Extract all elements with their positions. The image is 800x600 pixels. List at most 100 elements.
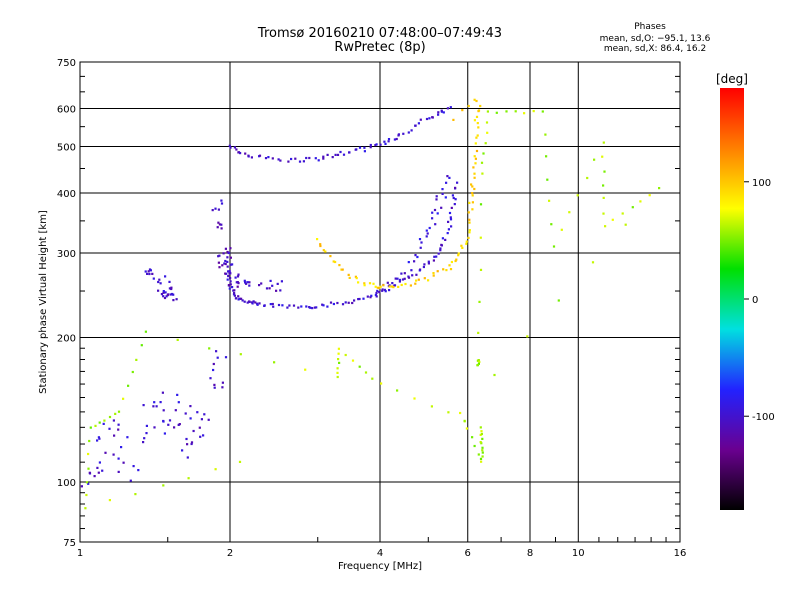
data-point [213, 386, 216, 389]
data-point [236, 275, 240, 278]
data-point [465, 242, 468, 245]
x-tick-label: 4 [377, 548, 383, 559]
data-point [374, 285, 377, 288]
data-point [208, 347, 211, 350]
data-point [221, 264, 224, 267]
data-point [186, 443, 189, 446]
data-point [235, 281, 238, 284]
data-point [481, 455, 484, 458]
data-point [476, 134, 479, 137]
data-point [102, 422, 105, 425]
data-point [485, 121, 489, 124]
data-point [117, 428, 120, 431]
data-point [244, 281, 247, 284]
data-point [428, 117, 431, 120]
data-point [214, 468, 217, 471]
data-point [271, 302, 274, 306]
data-point [369, 146, 372, 149]
data-point [151, 272, 154, 275]
data-point [478, 300, 481, 303]
data-point [87, 467, 90, 470]
data-point [484, 142, 487, 145]
data-point [532, 110, 535, 113]
data-point [236, 285, 239, 288]
data-point [271, 157, 274, 160]
data-point [163, 296, 167, 300]
data-point [444, 196, 447, 199]
data-point [214, 207, 217, 210]
data-point [479, 426, 482, 429]
data-point [233, 294, 236, 297]
data-point [336, 153, 340, 156]
data-point [248, 300, 251, 303]
data-point [227, 270, 230, 273]
data-point [97, 436, 100, 439]
data-point [223, 262, 226, 265]
data-point [339, 150, 342, 154]
colorbar-tick-label: 0 [752, 295, 758, 306]
data-point [224, 262, 227, 266]
data-point [479, 104, 482, 108]
data-point [311, 307, 314, 310]
data-point [334, 260, 337, 264]
data-point [198, 426, 201, 429]
data-point [258, 284, 261, 287]
data-point [400, 283, 403, 287]
data-point [477, 331, 480, 334]
data-point [479, 203, 483, 206]
data-point [444, 238, 447, 241]
data-point [280, 280, 283, 283]
data-point [131, 370, 134, 374]
data-point [480, 460, 483, 463]
phases-o-mode: mean, sd,O: −95.1, 13.6 [599, 34, 711, 44]
data-point [476, 122, 479, 125]
data-point [326, 305, 329, 308]
data-point [557, 299, 560, 302]
data-point [468, 231, 471, 234]
data-point [256, 303, 259, 306]
data-point [453, 203, 456, 206]
data-point [159, 401, 162, 404]
data-point [159, 282, 162, 285]
data-point [153, 401, 156, 404]
data-point [169, 293, 172, 296]
data-point [364, 371, 368, 374]
data-point [173, 426, 176, 429]
data-point [229, 277, 232, 280]
data-point [415, 279, 418, 282]
data-point [178, 423, 181, 426]
data-point [394, 277, 397, 280]
data-point [409, 284, 412, 287]
x-tick-label: 1 [77, 548, 83, 559]
data-point [550, 223, 553, 226]
data-point [434, 223, 437, 226]
data-point [158, 278, 161, 281]
y-axis-label: Stationary phase Virtual Height [km] [38, 210, 49, 394]
data-point [611, 218, 614, 221]
data-point [108, 415, 112, 419]
data-point [211, 209, 214, 212]
data-point [467, 211, 470, 214]
data-point [108, 499, 111, 502]
data-point [216, 356, 219, 359]
data-point [449, 216, 452, 219]
data-point [209, 377, 212, 380]
data-point [120, 446, 123, 449]
data-point [226, 260, 229, 263]
data-point [338, 264, 341, 267]
data-point [376, 289, 379, 292]
data-point [486, 131, 489, 134]
data-point [480, 432, 483, 436]
data-point [142, 441, 145, 444]
data-point [410, 269, 413, 272]
grid-lines [80, 62, 680, 542]
data-point [258, 302, 261, 305]
data-point [126, 436, 129, 439]
data-point [471, 436, 474, 439]
data-point [224, 272, 227, 275]
data-point [324, 250, 327, 253]
data-point [387, 140, 390, 143]
data-point [474, 142, 477, 145]
data-point [226, 250, 229, 254]
data-point [226, 278, 229, 281]
